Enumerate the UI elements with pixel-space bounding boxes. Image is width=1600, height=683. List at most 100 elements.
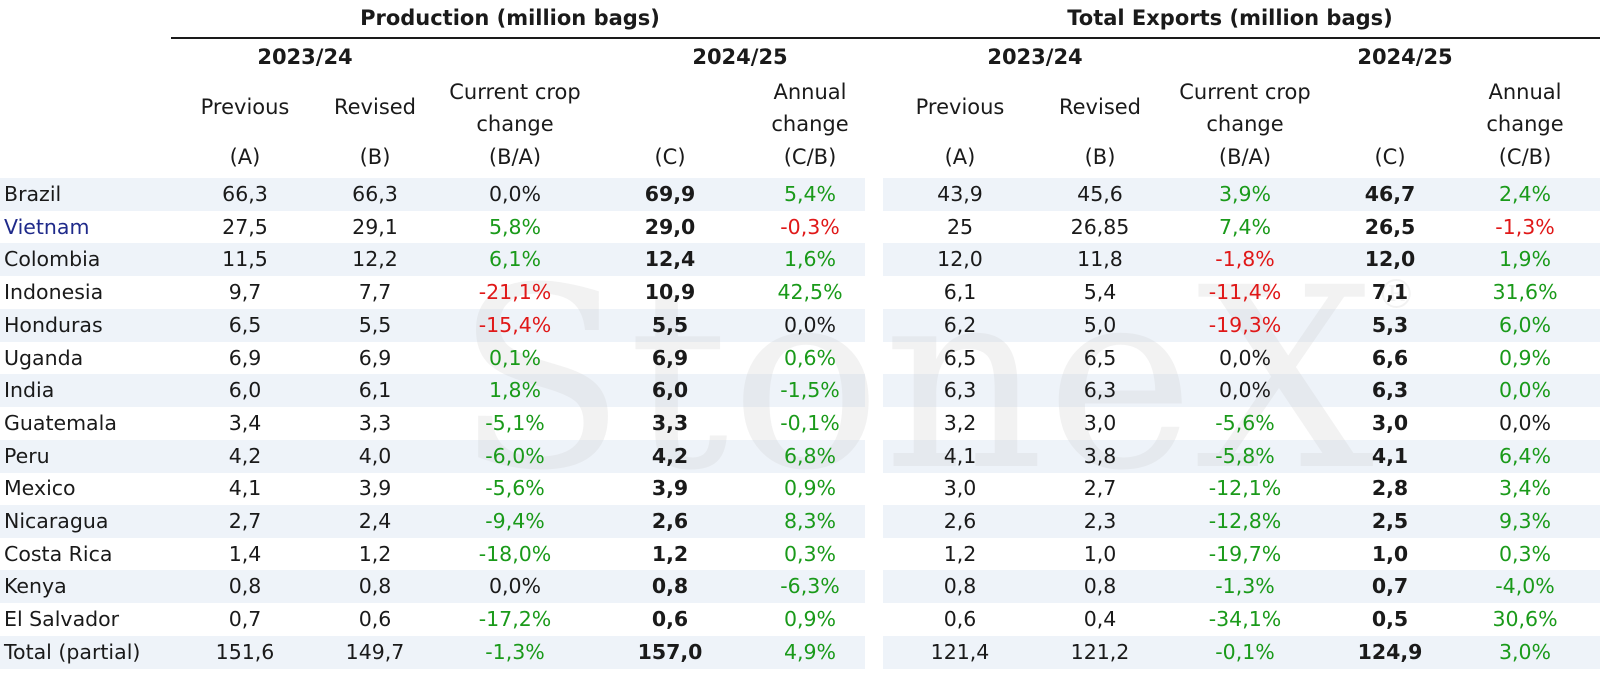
- cell-p-rev: 3,9: [358, 476, 392, 501]
- country-name: Guatemala: [4, 410, 117, 435]
- cell-e-rev: 5,4: [1083, 280, 1117, 305]
- cell-p-chg: 0,1%: [488, 345, 542, 370]
- cell-e-ann: 2,4%: [1498, 182, 1552, 206]
- cell-e-ann: 3,4%: [1498, 476, 1552, 501]
- cell-e-chg: -11,4%: [1208, 280, 1282, 305]
- exp-label-a: (A): [944, 145, 976, 169]
- cell-p-prev: 0,7: [228, 607, 262, 632]
- cell-p-c: 3,9: [651, 476, 689, 501]
- cell-p-chg: -18,0%: [478, 541, 552, 566]
- prod-label-a: (A): [229, 145, 261, 169]
- prod-year-2024: 2024/25: [692, 45, 788, 69]
- cell-p-rev: 2,4: [358, 509, 392, 533]
- cell-e-rev: 26,85: [1070, 214, 1130, 239]
- cell-p-rev: 0,8: [358, 574, 392, 599]
- cell-p-ann: 6,8%: [783, 443, 837, 468]
- cell-e-chg: 7,4%: [1218, 214, 1272, 239]
- cell-p-ann: 0,6%: [783, 345, 837, 370]
- cell-e-rev: 3,0: [1083, 410, 1117, 435]
- cell-e-c: 0,5: [1371, 607, 1409, 632]
- row-highlight: [883, 505, 1600, 538]
- cell-p-chg: -15,4%: [478, 312, 552, 337]
- cell-p-rev: 0,6: [358, 607, 392, 632]
- cell-e-ann: -4,0%: [1495, 574, 1555, 599]
- table-row: Kenya 0,8 0,8 0,0% 0,8 -6,3% 0,8 0,8 -1,3% 0,7 -4,…: [0, 570, 1600, 604]
- table-row: El Salvador 0,7 0,6 -17,2% 0,6 0,9% 0,6 0,4 -34,…: [0, 603, 1600, 636]
- cell-e-prev: 0,6: [943, 607, 977, 632]
- row-highlight: [0, 308, 865, 342]
- cell-p-rev: 149,7: [345, 639, 405, 664]
- cell-p-rev: 7,7: [358, 280, 392, 305]
- cell-e-chg: -1,8%: [1215, 247, 1275, 272]
- prod-annual-change-header: Annual change: [771, 80, 849, 136]
- table-row: Guatemala 3,4 3,3 -5,1% 3,3 -0,1% 3,2 3,0 -5,6% 3…: [0, 407, 1600, 440]
- row-highlight: [883, 308, 1600, 342]
- exp-year-2023: 2023/24: [987, 45, 1083, 69]
- cell-e-chg: 0,0%: [1218, 345, 1272, 370]
- table-row: Indonesia 9,7 7,7 -21,1% 10,9 42,5% 6,1 5,4 -11,…: [0, 276, 1600, 309]
- country-name: Peru: [4, 443, 50, 468]
- cell-e-ann: 31,6%: [1492, 280, 1558, 305]
- exp-revised-header: Revised: [1058, 95, 1142, 119]
- cell-e-rev: 1,0: [1083, 541, 1117, 566]
- cell-e-c: 5,3: [1371, 312, 1409, 337]
- cell-p-chg: -6,0%: [485, 443, 545, 468]
- exports-header: Total Exports (million bags): [1067, 6, 1393, 30]
- cell-p-rev: 29,1: [352, 214, 398, 239]
- prod-previous-header: Previous: [200, 95, 290, 119]
- cell-e-c: 2,8: [1371, 476, 1409, 501]
- row-highlight: [0, 243, 865, 277]
- cell-e-c: 124,9: [1357, 639, 1423, 664]
- cell-e-chg: -5,8%: [1215, 443, 1275, 468]
- cell-p-prev: 9,7: [228, 280, 262, 305]
- country-name: Uganda: [4, 345, 84, 370]
- exp-annual-change-header: Annual change: [1486, 80, 1564, 136]
- cell-e-prev: 3,2: [943, 410, 977, 435]
- row-highlight: [883, 178, 1600, 211]
- cell-e-ann: 9,3%: [1498, 509, 1552, 533]
- cell-p-c: 0,6: [651, 607, 689, 632]
- production-header: Production (million bags): [360, 6, 660, 30]
- header-rule: [171, 37, 1600, 39]
- cell-p-ann: 0,3%: [783, 541, 837, 566]
- cell-e-prev: 6,5: [943, 345, 977, 370]
- cell-e-prev: 0,8: [943, 574, 977, 599]
- cell-e-rev: 45,6: [1077, 182, 1123, 206]
- cell-p-prev: 27,5: [222, 214, 268, 239]
- country-name: Mexico: [4, 476, 76, 501]
- cell-p-rev: 1,2: [358, 541, 392, 566]
- cell-p-rev: 4,0: [358, 443, 392, 468]
- exp-year-2024: 2024/25: [1357, 45, 1453, 69]
- cell-e-chg: -12,1%: [1208, 476, 1282, 501]
- row-highlight: [0, 178, 865, 211]
- cell-e-prev: 6,2: [943, 312, 977, 337]
- cell-p-c: 12,4: [644, 247, 696, 272]
- country-name: Indonesia: [4, 280, 104, 305]
- cell-e-rev: 121,2: [1070, 639, 1130, 664]
- cell-p-ann: 0,9%: [783, 607, 837, 632]
- cell-p-rev: 12,2: [352, 247, 398, 272]
- cell-e-c: 7,1: [1371, 280, 1409, 305]
- cell-e-c: 46,7: [1364, 182, 1416, 206]
- cell-p-prev: 4,2: [228, 443, 262, 468]
- cell-p-c: 6,0: [651, 378, 689, 403]
- table-row: Honduras 6,5 5,5 -15,4% 5,5 0,0% 6,2 5,0 -19,3% 5…: [0, 308, 1600, 342]
- cell-e-rev: 11,8: [1077, 247, 1123, 272]
- cell-p-chg: 1,8%: [488, 378, 542, 403]
- exp-label-cb: (C/B): [1498, 145, 1552, 169]
- prod-revised-header: Revised: [333, 95, 417, 119]
- cell-p-chg: 6,1%: [488, 247, 542, 272]
- country-name: Kenya: [4, 574, 67, 599]
- cell-p-c: 6,9: [651, 345, 689, 370]
- cell-p-ann: -1,5%: [780, 378, 840, 403]
- row-highlight: [0, 635, 865, 669]
- cell-p-chg: -5,1%: [485, 410, 545, 435]
- cell-p-prev: 6,9: [228, 345, 262, 370]
- row-highlight: [0, 570, 865, 604]
- cell-e-c: 4,1: [1371, 443, 1409, 468]
- cell-e-prev: 2,6: [943, 509, 977, 533]
- prod-year-2023: 2023/24: [257, 45, 353, 69]
- cell-e-ann: 6,0%: [1498, 312, 1552, 337]
- cell-p-prev: 6,0: [228, 378, 262, 403]
- cell-e-prev: 3,0: [943, 476, 977, 501]
